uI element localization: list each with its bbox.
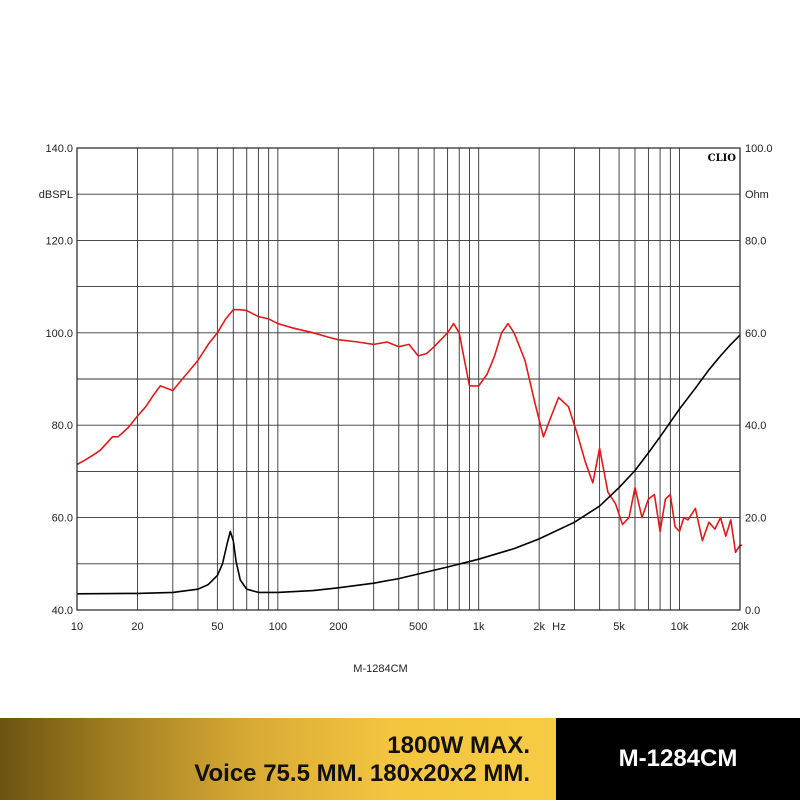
y-left-tick-label: 100.0 — [45, 328, 73, 340]
x-tick-label: 200 — [329, 621, 347, 633]
x-tick-label: 20 — [131, 621, 143, 633]
y-right-tick-label: 80.0 — [745, 235, 766, 247]
model-banner: M-1284CM — [556, 718, 800, 800]
chart-title: M-1284CM — [353, 663, 407, 675]
y-left-axis-label: dBSPL — [39, 189, 73, 201]
x-tick-label: 50 — [211, 621, 223, 633]
axis-labels: CLIO dBSPL Ohm Hz M-1284CM 40.0 60.0 80.0 1… — [39, 143, 773, 675]
y-right-tick-label: 40.0 — [745, 420, 766, 432]
x-tick-label: 10k — [671, 621, 689, 633]
y-left-tick-label: 40.0 — [52, 605, 73, 617]
chart-grid — [77, 148, 740, 610]
x-tick-label: 10 — [71, 621, 83, 633]
y-left-tick-label: 80.0 — [52, 420, 73, 432]
y-left-tick-label: 120.0 — [45, 235, 73, 247]
power-spec: 1800W MAX. — [387, 732, 530, 759]
spec-banner: 1800W MAX. Voice 75.5 MM. 180x20x2 MM. — [0, 718, 556, 800]
spl-curve — [76, 308, 743, 554]
x-tick-label: 100 — [269, 621, 287, 633]
frequency-response-chart: CLIO dBSPL Ohm Hz M-1284CM 40.0 60.0 80.0 1… — [39, 143, 773, 675]
chart-series — [76, 308, 743, 595]
x-axis-unit-label: Hz — [552, 621, 565, 633]
y-right-tick-label: 20.0 — [745, 513, 766, 525]
y-right-tick-label: 60.0 — [745, 328, 766, 340]
x-tick-label: 2k — [533, 621, 545, 633]
voice-coil-spec: Voice 75.5 MM. 180x20x2 MM. — [194, 760, 530, 787]
y-right-tick-label: 100.0 — [745, 143, 773, 155]
plot-frame — [76, 147, 741, 611]
model-name: M-1284CM — [618, 745, 738, 772]
y-left-tick-label: 140.0 — [45, 143, 73, 155]
brand-label: CLIO — [708, 153, 737, 164]
x-tick-label: 20k — [731, 621, 749, 633]
impedance-curve — [76, 334, 741, 595]
y-right-axis-label: Ohm — [745, 189, 769, 201]
y-left-tick-label: 60.0 — [52, 513, 73, 525]
x-tick-label: 1k — [473, 621, 485, 633]
x-tick-label: 500 — [409, 621, 427, 633]
y-right-tick-label: 0.0 — [745, 605, 760, 617]
x-tick-label: 5k — [613, 621, 625, 633]
